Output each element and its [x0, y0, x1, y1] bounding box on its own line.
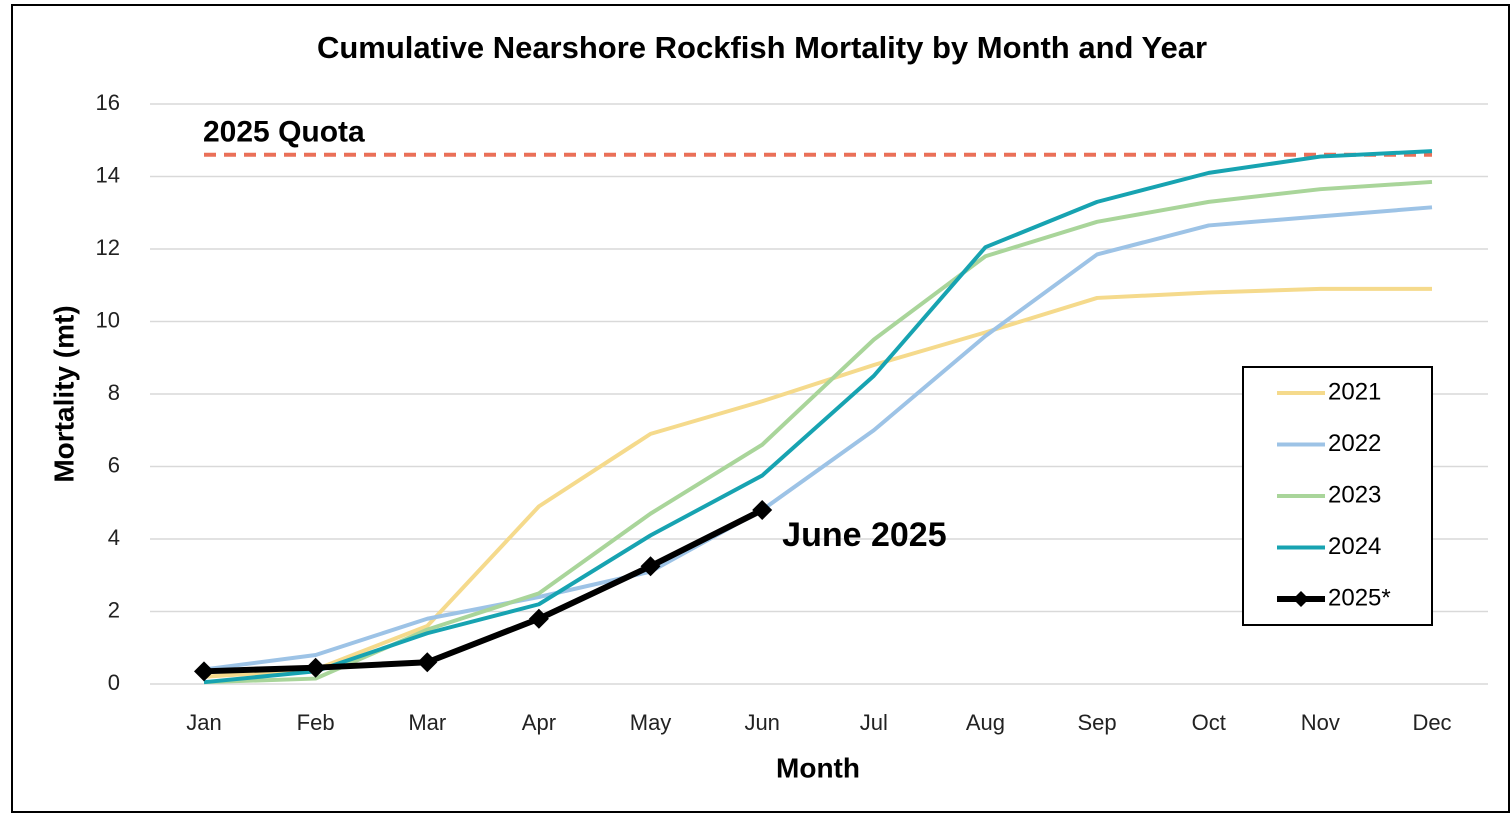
y-tick-label: 4 — [108, 525, 120, 550]
x-tick-label: Jul — [860, 710, 888, 735]
series-line — [203, 205, 1433, 672]
quota-label: 2025 Quota — [203, 116, 365, 149]
x-tick-label: May — [630, 710, 672, 735]
marker — [305, 657, 326, 678]
x-tick-label: Mar — [408, 710, 446, 735]
series-line — [203, 286, 1432, 679]
marker — [752, 500, 773, 520]
x-tick-label: Jan — [186, 710, 221, 735]
x-tick-label: Aug — [966, 710, 1005, 735]
legend-marker — [1293, 591, 1309, 607]
series-line — [203, 149, 1433, 685]
x-tick-label: Oct — [1192, 710, 1226, 735]
legend-label: 2023 — [1328, 481, 1381, 508]
marker — [194, 661, 214, 682]
y-axis-title: Mortality (mt) — [48, 305, 79, 482]
marker — [528, 608, 549, 629]
y-tick-label: 0 — [108, 670, 120, 695]
x-tick-label: Apr — [522, 710, 556, 735]
x-tick-label: Nov — [1301, 710, 1340, 735]
x-axis-title: Month — [776, 752, 860, 783]
y-tick-label: 14 — [96, 162, 120, 187]
y-tick-label: 8 — [108, 380, 120, 405]
y-tick-label: 12 — [96, 235, 120, 260]
legend-label: 2021 — [1328, 378, 1381, 405]
legend-label: 2022 — [1328, 430, 1381, 457]
x-tick-label: Feb — [297, 710, 335, 735]
y-tick-label: 6 — [108, 452, 120, 477]
series-line — [203, 507, 764, 675]
y-tick-label: 2 — [108, 597, 120, 622]
legend-box — [1242, 366, 1433, 626]
chart-title: Cumulative Nearshore Rockfish Mortality … — [317, 30, 1207, 65]
annotation: June 2025 — [782, 516, 946, 554]
legend-label: 2024 — [1328, 533, 1381, 560]
x-tick-label: Jun — [744, 710, 779, 735]
marker — [640, 556, 661, 577]
y-tick-label: 16 — [96, 90, 120, 115]
legend-label: 2025* — [1328, 584, 1391, 611]
y-tick-label: 10 — [96, 307, 120, 332]
marker — [417, 652, 438, 673]
x-tick-label: Dec — [1412, 710, 1451, 735]
x-tick-label: Sep — [1078, 710, 1117, 735]
